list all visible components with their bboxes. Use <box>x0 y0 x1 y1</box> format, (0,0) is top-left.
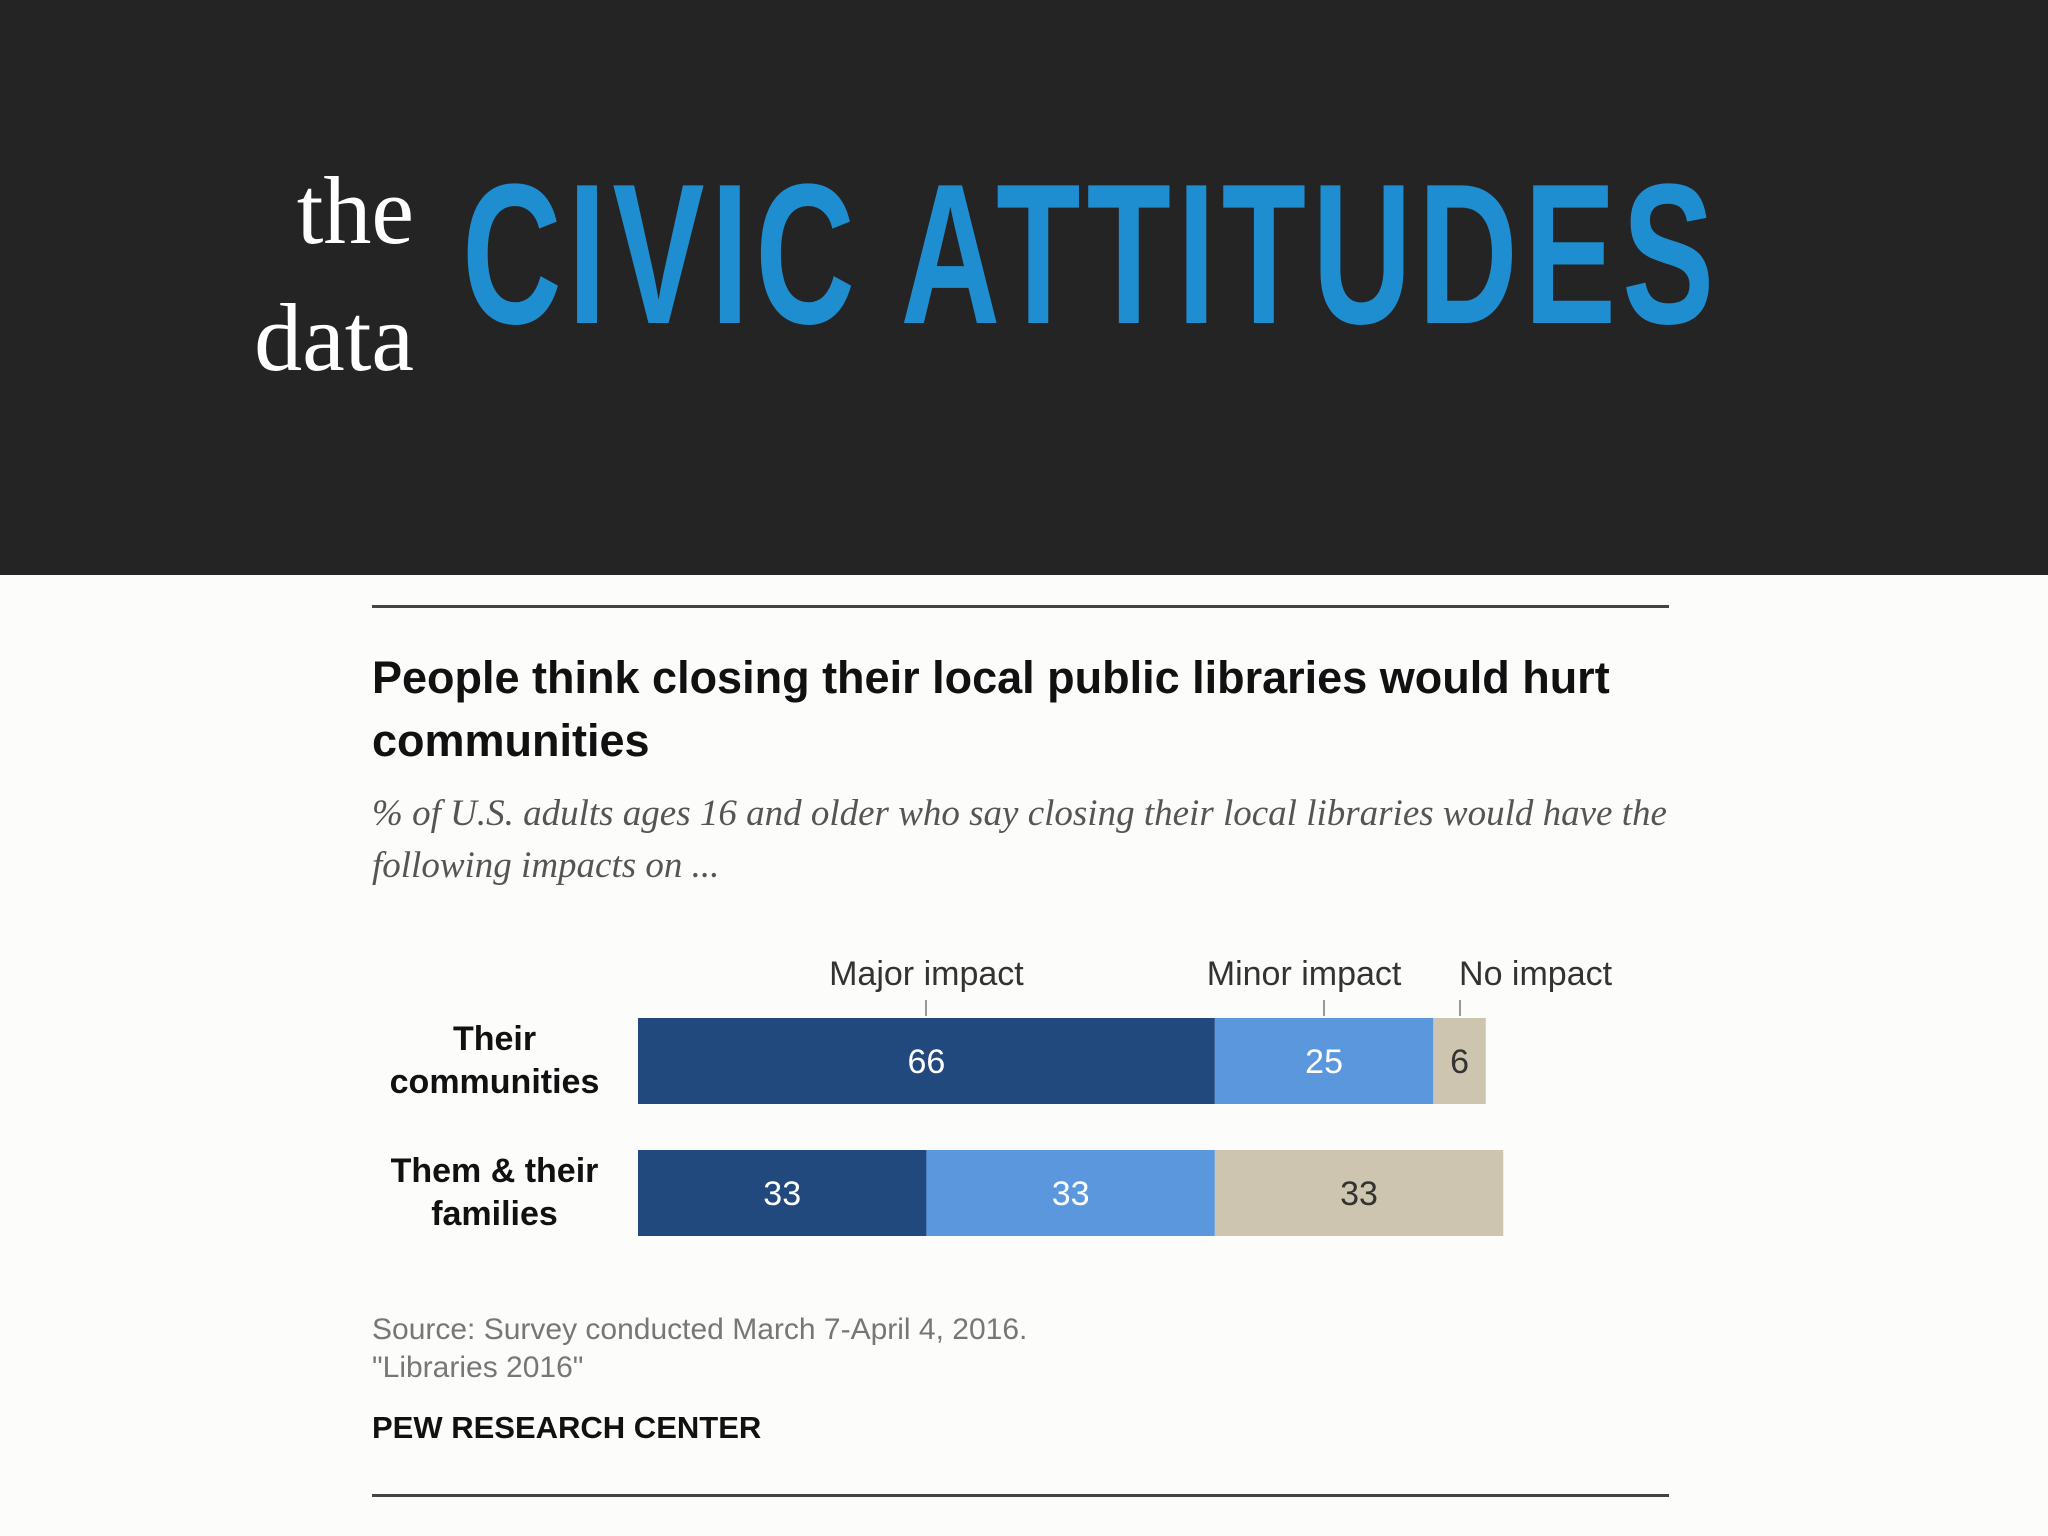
header-banner: the data CIVIC ATTITUDES <box>0 0 2048 575</box>
page-title: CIVIC ATTITUDES <box>462 143 1721 366</box>
source-note: Source: Survey conducted March 7-April 4… <box>372 1313 1028 1346</box>
bar-segment <box>638 1150 927 1236</box>
legend-label: No impact <box>1459 955 1613 993</box>
source-report: "Libraries 2016" <box>372 1351 584 1384</box>
data-label: 66 <box>908 1043 946 1081</box>
row-label: Their communities <box>372 1018 617 1104</box>
bar-segment <box>638 1018 1215 1104</box>
legend-label: Minor impact <box>1206 955 1402 993</box>
legend-tick <box>1323 1000 1326 1016</box>
bar-segment <box>1214 1018 1434 1104</box>
legend-tick <box>1458 1000 1461 1016</box>
row-label-line: families <box>431 1195 558 1233</box>
row-label-line: communities <box>389 1063 600 1101</box>
data-label: 33 <box>763 1175 801 1213</box>
row-label-line: Their <box>452 1020 537 1058</box>
bar-segment <box>1214 1150 1504 1236</box>
bar-segment <box>926 1150 1215 1236</box>
data-label: 33 <box>1340 1175 1378 1213</box>
bottom-divider <box>372 1494 1669 1497</box>
chart-subtitle: % of U.S. adults ages 16 and older who s… <box>372 793 1667 886</box>
data-label: 33 <box>1052 1175 1090 1213</box>
data-label: 25 <box>1305 1043 1343 1081</box>
bar-segment <box>1433 1018 1486 1104</box>
kicker-data: data <box>254 284 414 391</box>
data-label: 6 <box>1450 1043 1469 1081</box>
row-label: Them & their families <box>372 1150 617 1236</box>
kicker-the: the <box>296 157 414 264</box>
chart-title: People think closing their local public … <box>372 652 1610 766</box>
legend-tick <box>925 1000 928 1016</box>
legend-label: Major impact <box>829 955 1024 993</box>
top-divider <box>372 605 1669 608</box>
brand-label: PEW RESEARCH CENTER <box>372 1410 762 1445</box>
row-label-line: Them & their <box>390 1152 599 1190</box>
